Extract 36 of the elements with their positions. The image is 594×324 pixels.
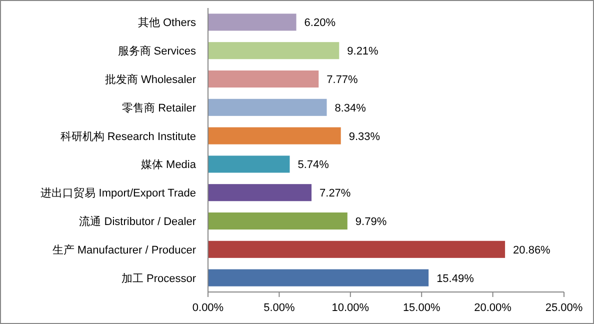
bar (208, 70, 319, 88)
bar (208, 212, 348, 230)
bar (208, 98, 327, 116)
y-tick-label: 媒体 Media (140, 159, 197, 172)
bar (208, 240, 506, 258)
x-tick-label: 10.00% (332, 302, 370, 314)
y-tick-label: 流通 Distributor / Dealer (79, 215, 196, 228)
data-label: 7.27% (320, 188, 351, 200)
bar (208, 42, 340, 60)
data-label: 5.74% (298, 159, 330, 172)
x-tick-label: 20.00% (474, 302, 512, 314)
data-label: 8.34% (334, 102, 366, 114)
data-label: 20.86% (513, 244, 551, 256)
data-label: 15.49% (436, 272, 474, 285)
y-tick-label: 其他 Others (138, 16, 196, 30)
bar (208, 14, 296, 31)
data-label: 9.21% (347, 46, 379, 58)
bar (208, 127, 341, 144)
x-tick-label: 0.00% (192, 302, 224, 314)
y-tick-label: 零售商 Retailer (122, 101, 196, 114)
x-tick-label: 5.00% (264, 302, 296, 314)
data-label: 9.33% (348, 130, 380, 143)
data-label: 7.77% (326, 74, 358, 86)
bar (208, 184, 312, 202)
y-tick-label: 进出口贸易 Import/Export Trade (40, 186, 196, 200)
x-tick-label: 15.00% (402, 302, 440, 314)
y-tick-label: 加工 Processor (121, 272, 196, 285)
bar (208, 156, 290, 173)
y-tick-label: 服务商 Services (118, 44, 196, 58)
bar (208, 269, 429, 286)
data-label: 9.79% (355, 216, 387, 228)
y-tick-label: 科研机构 Research Institute (60, 130, 196, 143)
data-label: 6.20% (304, 17, 336, 30)
y-tick-label: 批发商 Wholesaler (104, 73, 196, 86)
y-tick-label: 生产 Manufacturer / Producer (52, 243, 196, 256)
x-tick-label: 25.00% (545, 302, 583, 314)
